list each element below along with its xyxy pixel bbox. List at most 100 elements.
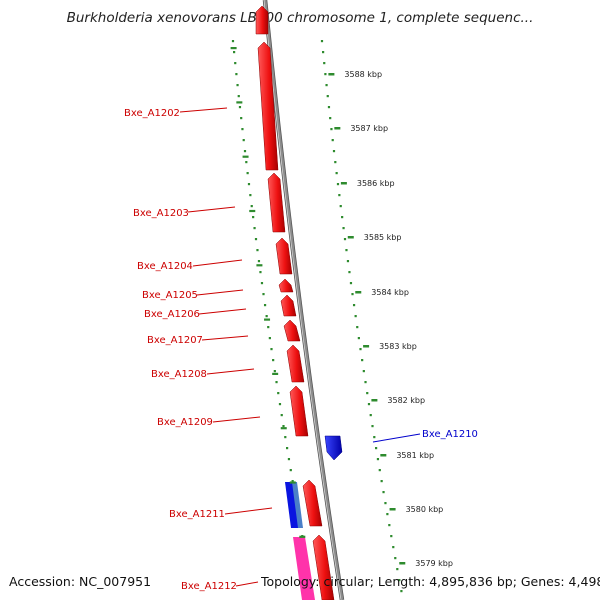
outer-dot [335, 172, 338, 175]
inner-dot [277, 392, 280, 395]
outer-dot [400, 590, 403, 593]
outer-dot [324, 73, 327, 76]
outer-dot [348, 271, 351, 274]
inner-dot [265, 315, 268, 318]
outer-dot [388, 524, 391, 527]
gene-label-connector [198, 308, 247, 315]
outer-dot [327, 106, 331, 109]
inner-dot [233, 51, 236, 54]
outer-dot [339, 205, 342, 208]
inner-dot [259, 271, 262, 274]
kbp-tick [347, 236, 354, 239]
kbp-label: 3586 kbp [357, 179, 395, 188]
inner-dot [237, 95, 240, 98]
inner-dot [249, 194, 252, 197]
inner-dot [234, 62, 237, 65]
outer-dot [349, 282, 353, 285]
outer-dot [362, 370, 365, 373]
kbp-tick [328, 73, 335, 76]
outer-dot [394, 557, 397, 560]
minor-tick [280, 427, 287, 430]
gene-label-connector [224, 507, 273, 515]
gene-arrow [283, 319, 301, 342]
inner-dot [231, 40, 235, 43]
outer-dot [356, 326, 359, 329]
gene-label: Bxe_A1206 [144, 309, 200, 320]
inner-dot [284, 436, 287, 439]
inner-dot [263, 304, 267, 307]
inner-dot [270, 348, 273, 351]
kbp-tick [399, 562, 406, 565]
outer-dot [357, 337, 360, 340]
gene-label: Bxe_A1204 [137, 261, 193, 272]
outer-dot [345, 249, 348, 252]
inner-dot [236, 84, 239, 87]
gene-arrow [286, 344, 305, 383]
inner-dot [243, 150, 247, 153]
gene-label-connector [196, 289, 244, 296]
kbp-label: 3585 kbp [364, 233, 402, 242]
outer-dot [332, 150, 336, 153]
gene-label: Bxe_A1212 [181, 581, 237, 592]
outer-dot [331, 139, 334, 142]
inner-dot [245, 161, 248, 164]
minor-tick [249, 209, 256, 213]
kbp-tick [389, 508, 396, 511]
outer-dot [341, 216, 344, 219]
gene-block-steelblue [292, 482, 303, 528]
minor-tick [236, 101, 243, 104]
inner-dot [254, 238, 258, 241]
inner-dot [268, 337, 271, 340]
inner-dot [257, 260, 261, 263]
inner-dot [260, 282, 264, 285]
outer-dot [325, 84, 328, 87]
outer-dot [359, 348, 362, 351]
kbp-tick [334, 127, 341, 130]
gene-label: Bxe_A1205 [142, 290, 198, 301]
accession-text: Accession: NC_007951 [9, 574, 152, 589]
inner-dot [282, 425, 285, 428]
kbp-tick [363, 345, 370, 348]
outer-dot [326, 95, 329, 98]
inner-dot [256, 249, 259, 252]
kbp-tick [380, 454, 387, 457]
inner-dot [272, 359, 275, 362]
inner-dot [253, 227, 256, 230]
gene-label: Bxe_A1211 [169, 509, 225, 520]
outer-dot [338, 194, 341, 197]
outer-dot [378, 469, 381, 472]
minor-tick [242, 155, 249, 158]
inner-dot [246, 172, 249, 175]
backbone-highlight [263, 0, 342, 600]
topology-text: Topology: circular; Length: 4,895,836 bp… [261, 574, 600, 589]
outer-dot [371, 425, 374, 428]
outer-dot [386, 513, 389, 516]
gene-label-connector [235, 581, 259, 587]
gene-arrow [302, 479, 323, 527]
outer-dot [376, 458, 380, 461]
inner-dot [275, 381, 278, 384]
outer-dot [330, 128, 333, 131]
kbp-label: 3587 kbp [350, 124, 388, 133]
gene-arrow [278, 278, 294, 293]
outer-dot [361, 359, 364, 362]
outer-dot [369, 414, 372, 417]
outer-dot [343, 238, 347, 241]
inner-dot [262, 293, 265, 296]
outer-dot [373, 436, 376, 439]
gene-label-connector [187, 206, 236, 213]
outer-dot [352, 304, 356, 307]
gene-label: Bxe_A1202 [124, 108, 180, 119]
kbp-tick [355, 291, 362, 294]
inner-dot [273, 370, 276, 373]
inner-dot [240, 117, 243, 120]
kbp-label: 3588 kbp [344, 70, 382, 79]
inner-dot [286, 447, 289, 450]
outer-dot [375, 447, 378, 450]
gene-label: Bxe_A1208 [151, 369, 207, 380]
kbp-tick [340, 182, 347, 185]
outer-dot [367, 403, 371, 406]
gene-label: Bxe_A1203 [133, 208, 189, 219]
kbp-tick [371, 399, 378, 402]
